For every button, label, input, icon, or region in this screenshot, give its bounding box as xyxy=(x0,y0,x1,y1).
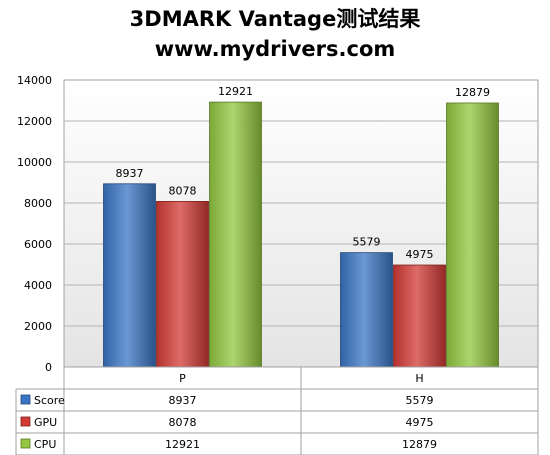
y-tick-label: 0 xyxy=(45,361,52,374)
bar-gpu-p xyxy=(156,201,209,368)
y-tick-label: 6000 xyxy=(24,238,52,251)
y-tick-label: 2000 xyxy=(24,320,52,333)
bar-gpu-h xyxy=(393,264,446,368)
legend-label: GPU xyxy=(34,416,57,429)
y-tick-label: 8000 xyxy=(24,197,52,210)
bar-cpu-h xyxy=(446,102,499,368)
table-cell: 8937 xyxy=(169,394,197,407)
table-cell: 5579 xyxy=(406,394,434,407)
data-labels: 8937 8078 12921 5579 4975 12879 xyxy=(116,85,491,261)
x-tick-label: P xyxy=(179,372,186,385)
data-label: 12879 xyxy=(455,86,490,99)
data-label: 5579 xyxy=(353,236,381,249)
legend-label: Score xyxy=(34,394,65,407)
table-cell: 4975 xyxy=(406,416,434,429)
data-table: P H Score 8937 5579 GPU 8078 4975 CPU 12921 12879 xyxy=(15,366,539,455)
legend-swatch-cpu xyxy=(20,438,31,449)
data-label: 8078 xyxy=(169,184,197,197)
y-tick-label: 4000 xyxy=(24,279,52,292)
data-label: 4975 xyxy=(406,248,434,261)
legend-swatch-score xyxy=(20,394,31,405)
table-cell: 12879 xyxy=(402,438,437,451)
legend-label: CPU xyxy=(34,438,56,451)
y-tick-label: 14000 xyxy=(17,74,52,87)
data-label: 12921 xyxy=(218,85,253,98)
y-tick-label: 10000 xyxy=(17,156,52,169)
bar-cpu-p xyxy=(209,101,262,368)
x-tick-label: H xyxy=(415,372,423,385)
bar-score-p xyxy=(103,183,156,368)
data-label: 8937 xyxy=(116,167,144,180)
chart-subtitle: www.mydrivers.com xyxy=(154,37,396,61)
y-axis: 0 2000 4000 6000 8000 10000 12000 14000 xyxy=(17,74,52,374)
table-cell: 8078 xyxy=(169,416,197,429)
chart-title: 3DMARK Vantage测试结果 xyxy=(129,7,421,31)
bars xyxy=(103,101,499,368)
bar-score-h xyxy=(340,252,393,368)
table-cell: 12921 xyxy=(165,438,200,451)
y-tick-label: 12000 xyxy=(17,115,52,128)
legend-swatch-gpu xyxy=(20,416,31,427)
